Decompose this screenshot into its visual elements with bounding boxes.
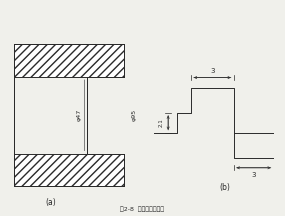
Text: 图2-8  槽面螺纹截面图: 图2-8 槽面螺纹截面图	[121, 206, 164, 212]
Text: φ47: φ47	[77, 109, 82, 121]
Text: 3: 3	[251, 172, 256, 178]
Text: (b): (b)	[220, 183, 231, 192]
Bar	[14, 77, 87, 154]
Text: φ95: φ95	[132, 109, 137, 121]
Text: 2.1: 2.1	[159, 118, 164, 127]
Text: (a): (a)	[45, 198, 56, 207]
Text: 3: 3	[210, 68, 215, 74]
Bar	[14, 154, 124, 186]
Bar	[14, 44, 124, 77]
